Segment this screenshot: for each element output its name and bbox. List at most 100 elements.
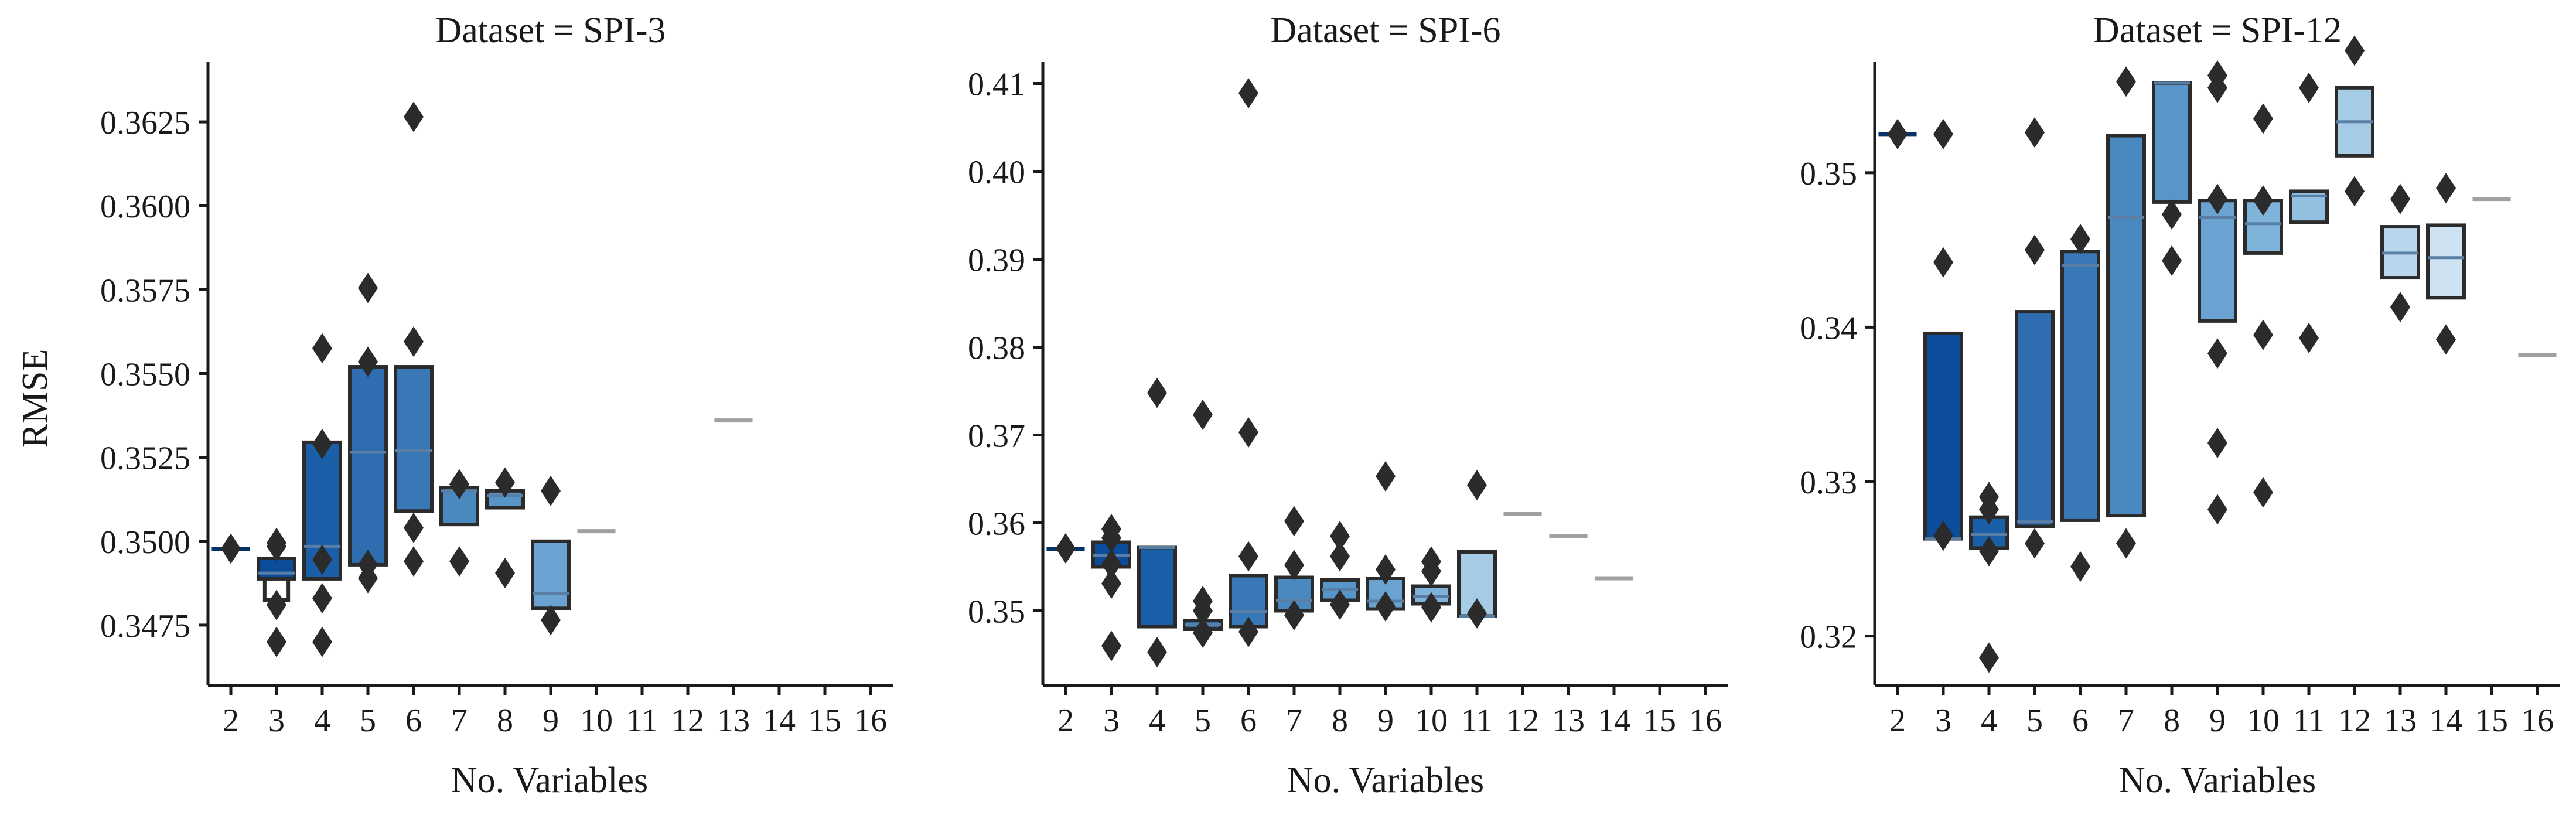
y-tick-label: 0.41 [968, 67, 1025, 103]
x-tick-label: 12 [1506, 702, 1539, 739]
x-tick-label: 2 [1057, 702, 1074, 739]
y-tick-label: 0.39 [968, 243, 1025, 279]
outlier-point [1284, 600, 1304, 630]
outlier-point [404, 546, 424, 577]
box-group-4 [1137, 377, 1177, 667]
box-group-2 [211, 533, 250, 564]
outlier-point [1284, 550, 1304, 581]
box-group-7 [439, 469, 479, 577]
box-group-6 [394, 101, 434, 577]
x-tick-label: 15 [2475, 702, 2508, 739]
box-body [1923, 331, 1963, 541]
outlier-point [2253, 319, 2273, 350]
x-tick-label: 12 [671, 702, 704, 739]
x-tick-label: 3 [1935, 702, 1951, 739]
x-tick-label: 7 [2118, 702, 2134, 739]
outlier-point [2162, 245, 2182, 277]
x-tick-label: 12 [2338, 702, 2371, 739]
x-tick-label: 6 [2072, 702, 2089, 739]
outlier-point [404, 326, 424, 357]
outlier-point [1467, 470, 1487, 500]
outlier-point [2253, 185, 2273, 216]
y-tick-label: 0.3575 [100, 272, 190, 309]
y-tick-label: 0.32 [1800, 619, 1857, 656]
y-tick-label: 0.38 [968, 330, 1025, 367]
outlier-point [1330, 541, 1350, 572]
x-axis-label: No. Variables [1287, 760, 1484, 800]
outlier-point [1376, 461, 1396, 492]
outlier-point [1284, 506, 1304, 537]
x-tick-label: 8 [497, 702, 513, 739]
x-tick-label: 2 [1889, 702, 1906, 739]
outlier-point [2025, 117, 2045, 148]
x-tick-label: 11 [626, 702, 658, 739]
panel-spi-3: Dataset = SPI-3 No. Variables RMSE 0.347… [15, 11, 893, 800]
outlier-point [1979, 536, 1999, 567]
outlier-point [2207, 338, 2227, 369]
outlier-point [1979, 494, 1999, 525]
panel-spi-6: Dataset = SPI-6 No. Variables 0.35 0.36 0.… [968, 11, 1728, 800]
outlier-point [1330, 521, 1350, 551]
outlier-point [2253, 103, 2273, 134]
box-group-7 [2106, 66, 2146, 559]
box-body [2015, 310, 2055, 528]
x-tick-label: 14 [2430, 702, 2462, 739]
outlier-point [495, 558, 515, 589]
box-group-13 [2380, 183, 2420, 323]
x-tick-label: 15 [1643, 702, 1676, 739]
box-group-6 [1229, 78, 1268, 647]
outlier-point [1101, 568, 1121, 599]
x-tick-label: 11 [1461, 702, 1493, 739]
y-tick-label: 0.3525 [100, 441, 190, 477]
outlier-point [1238, 78, 1258, 108]
panel-title: Dataset = SPI-6 [1270, 11, 1500, 50]
x-tick-label: 3 [268, 702, 285, 739]
y-tick-label: 0.3500 [100, 524, 190, 561]
y-tick-label: 0.3600 [100, 189, 190, 225]
x-tick-label: 6 [1240, 702, 1257, 739]
x-tick-label: 9 [2209, 702, 2226, 739]
box-group-10 [1411, 546, 1451, 623]
box-group-9 [531, 475, 571, 636]
outlier-point [2345, 176, 2365, 207]
outlier-point [2436, 173, 2456, 204]
outlier-point [1421, 592, 1441, 623]
box-group-8 [485, 467, 525, 589]
outlier-point [2116, 66, 2136, 97]
outlier-point [2299, 322, 2319, 353]
panel-title: Dataset = SPI-3 [435, 11, 666, 50]
outlier-point [1330, 589, 1350, 620]
box-group-8 [1320, 521, 1360, 620]
outlier-point [1238, 541, 1258, 572]
y-tick-label: 0.34 [1800, 310, 1857, 346]
outlier-point [404, 512, 424, 543]
outlier-point [1933, 247, 1953, 278]
outlier-point [1933, 520, 1953, 551]
x-tick-label: 16 [2521, 702, 2554, 739]
outlier-point [1933, 118, 1953, 149]
outlier-point [2116, 528, 2136, 559]
outlier-point [2390, 183, 2410, 214]
outlier-point [1056, 533, 1076, 564]
y-tick-label: 0.3550 [100, 357, 190, 393]
x-tick-label: 9 [1377, 702, 1394, 739]
x-tick-label: 3 [1103, 702, 1120, 739]
y-tick-label: 0.35 [1800, 156, 1857, 192]
box-group-11 [1457, 470, 1497, 629]
outlier-point [2345, 35, 2365, 66]
x-tick-label: 2 [223, 702, 239, 739]
box-group-4 [302, 333, 342, 657]
outlier-point [221, 533, 241, 564]
outlier-point [312, 544, 332, 575]
box-group-12 [2335, 35, 2374, 207]
y-axis-label: RMSE [15, 349, 55, 448]
x-tick-label: 9 [543, 702, 559, 739]
outlier-point [358, 346, 378, 377]
outlier-point [358, 272, 378, 303]
outlier-point [2207, 494, 2227, 525]
outlier-point [1147, 637, 1167, 667]
y-tick-label: 0.33 [1800, 465, 1857, 501]
x-tick-label: 10 [2247, 702, 2280, 739]
x-tick-label: 15 [808, 702, 841, 739]
